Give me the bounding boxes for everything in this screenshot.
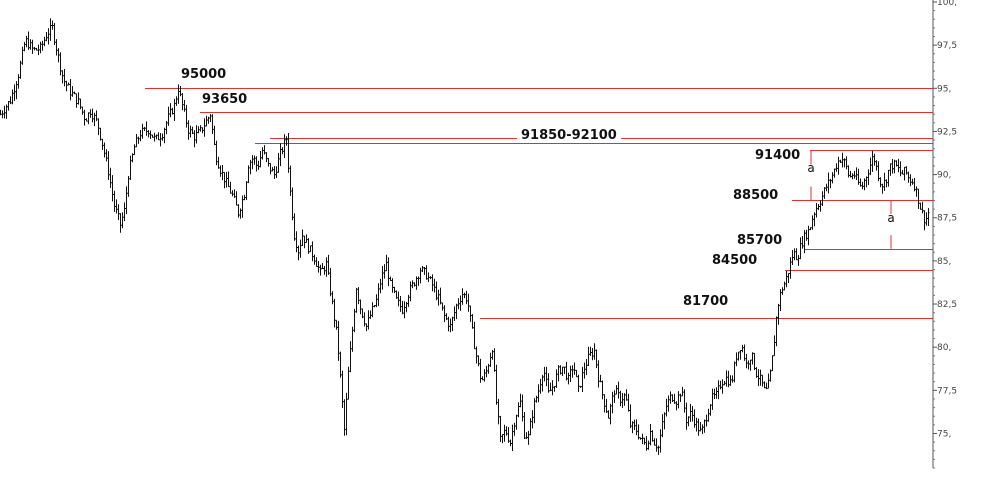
level-label-81700: 81700 <box>683 294 728 309</box>
level-label-91400: 91400 <box>755 148 800 163</box>
y-tick-label-6: 85, <box>937 257 951 267</box>
y-axis: 100, 97,5 95, 92,5 90, 87,5 85, 82,5 80, 77,5 75, <box>932 0 957 469</box>
level-label-88500: 88500 <box>733 188 778 203</box>
y-tick-label-1: 97,5 <box>937 41 957 51</box>
y-tick-label-4: 90, <box>937 171 951 181</box>
level-label-95000: 95000 <box>181 67 226 82</box>
y-tick-label-8: 80, <box>937 343 951 353</box>
price-series <box>0 18 930 455</box>
level-label-93650: 93650 <box>202 92 247 107</box>
y-tick-label-3: 92,5 <box>937 127 957 137</box>
support-resistance-levels <box>145 88 933 319</box>
y-tick-label-7: 82,5 <box>937 300 957 310</box>
level-labels: 95000 93650 91850-92100 91400 88500 85700 8450… <box>181 67 800 309</box>
y-tick-label-5: 87,5 <box>937 214 957 224</box>
y-tick-label-10: 75, <box>937 429 951 439</box>
level-label-84500: 84500 <box>712 253 757 268</box>
y-tick-label-2: 95, <box>937 84 951 94</box>
measure-label-1: a <box>887 211 894 225</box>
measure-label-0: a <box>807 161 814 175</box>
price-bars <box>0 18 930 455</box>
level-label-85700: 85700 <box>737 233 782 248</box>
level-label-91850-92100: 91850-92100 <box>521 128 617 143</box>
y-tick-label-0: 100, <box>937 0 957 8</box>
measure-markers: aa <box>807 150 895 249</box>
y-tick-label-9: 77,5 <box>937 386 957 396</box>
